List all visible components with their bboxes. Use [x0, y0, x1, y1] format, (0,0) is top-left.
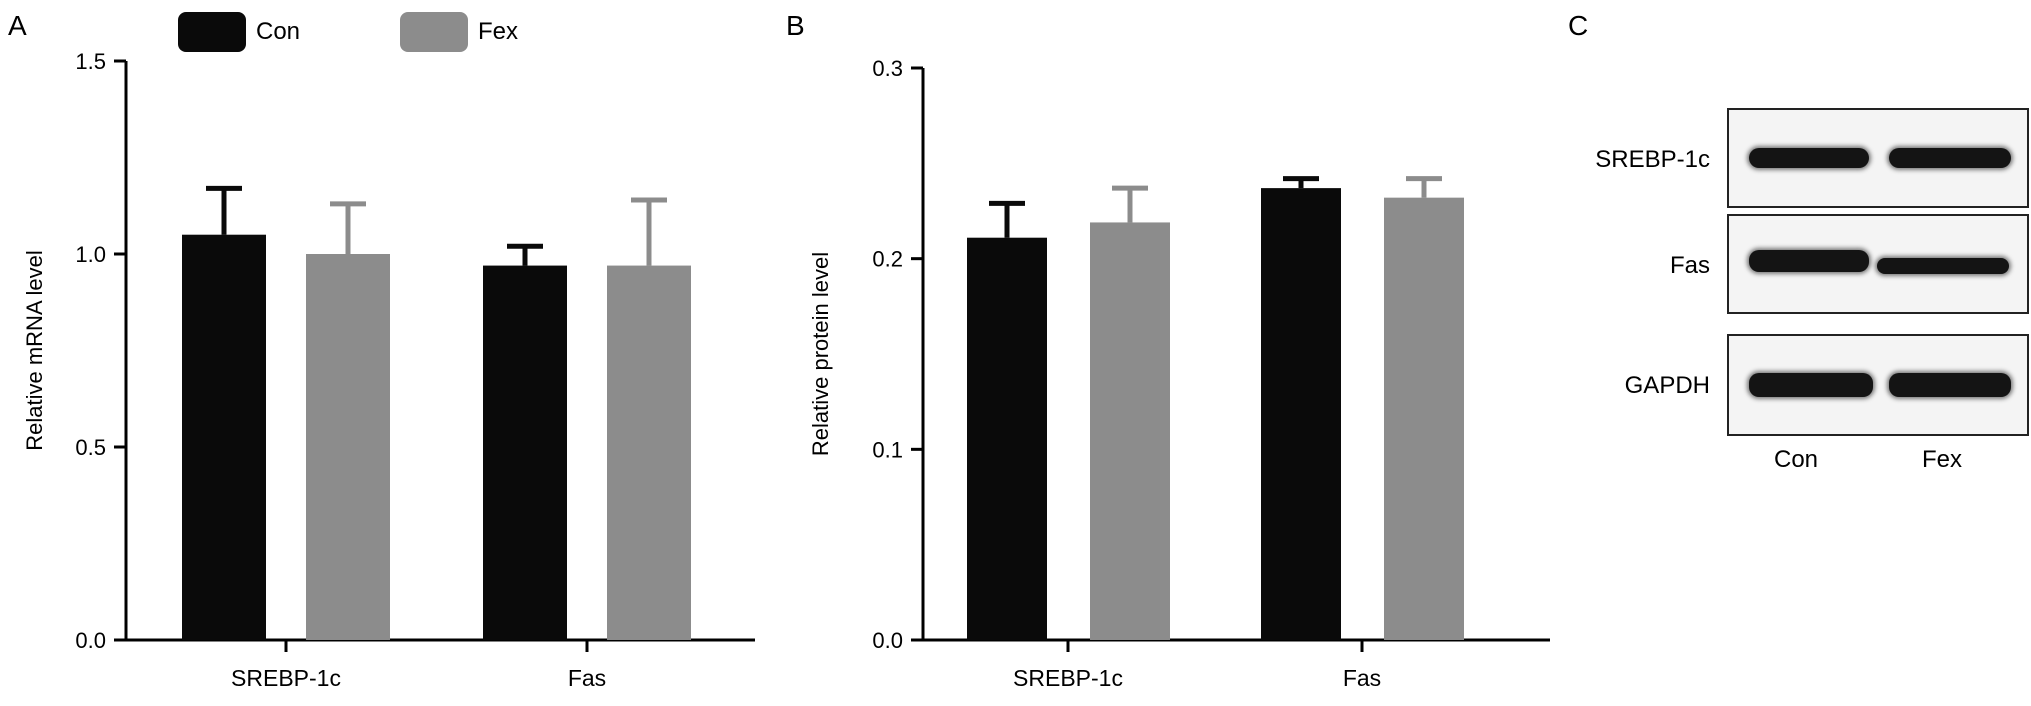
y-tick-label: 0.3 — [872, 56, 903, 81]
blot-lane-label-fex: Fex — [1922, 446, 1963, 473]
blot-strip-srebp — [1727, 108, 2029, 208]
bar-fex — [1090, 222, 1170, 640]
x-tick-label: Fas — [1343, 665, 1381, 691]
panel-label-c: C — [1568, 10, 1589, 41]
protein-bar-chart: 0.0 0.1 0.2 0.3 Relative protein level SREBP-… — [808, 56, 1550, 691]
legend-label-fex: Fex — [478, 18, 519, 45]
bar-fex — [607, 265, 691, 640]
mrna-bar-chart: 0.0 0.5 1.0 1.5 Relative mRNA level SREBP-1c F… — [22, 49, 755, 691]
blot-row-label-fas: Fas — [1669, 252, 1710, 279]
bar-con — [182, 234, 266, 640]
y-tick-label: 1.0 — [75, 242, 106, 267]
blot-band — [1749, 373, 1873, 397]
bar-fex — [306, 254, 390, 640]
blot-band — [1877, 258, 2009, 274]
y-tick-label: 0.0 — [75, 628, 106, 653]
y-tick-label: 0.0 — [872, 628, 903, 653]
x-tick-label: Fas — [568, 665, 606, 691]
bar-fex — [1384, 197, 1464, 641]
panel-label-b: B — [786, 10, 805, 41]
blot-row-label-gapdh: GAPDH — [1624, 372, 1710, 399]
legend-swatch-fex — [400, 12, 468, 52]
blot-lane-label-con: Con — [1774, 446, 1819, 473]
blot-row-label-srebp: SREBP-1c — [1595, 146, 1710, 173]
legend-swatch-con — [178, 12, 246, 52]
legend-label-con: Con — [256, 18, 301, 45]
blot-strip-fas — [1727, 214, 2029, 314]
blot-band — [1749, 250, 1869, 272]
y-axis-title: Relative mRNA level — [22, 250, 47, 451]
panel-label-a: A — [8, 10, 27, 41]
bar-con — [1261, 188, 1341, 640]
x-tick-label: SREBP-1c — [231, 665, 341, 691]
blot-strip-gapdh — [1727, 334, 2029, 436]
y-tick-label: 0.2 — [872, 247, 903, 272]
y-tick-label: 1.5 — [75, 49, 106, 74]
bar-con — [483, 265, 567, 640]
y-tick-label: 0.5 — [75, 435, 106, 460]
legend-item-fex: Fex — [400, 12, 518, 52]
legend-item-con: Con — [178, 12, 300, 52]
y-axis-title: Relative protein level — [808, 252, 833, 456]
y-tick-label: 0.1 — [872, 437, 903, 462]
blot-band — [1889, 148, 2011, 168]
blot-band — [1889, 373, 2011, 397]
bar-con — [967, 237, 1047, 640]
x-tick-label: SREBP-1c — [1013, 665, 1123, 691]
blot-band — [1749, 148, 1869, 168]
